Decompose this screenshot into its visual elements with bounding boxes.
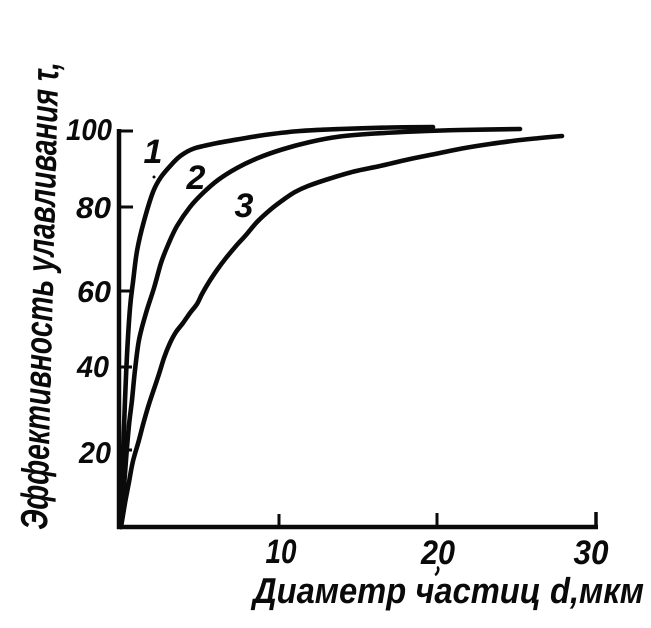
svg-text:1: 1	[144, 133, 163, 171]
svg-text:3: 3	[235, 187, 254, 225]
svg-text:20: 20	[78, 437, 111, 470]
svg-text:Диаметр частиц d,мкм: Диаметр частиц d,мкм	[250, 570, 644, 611]
svg-text:100: 100	[66, 114, 112, 147]
svg-text:2: 2	[186, 159, 206, 197]
svg-text:40: 40	[76, 351, 109, 384]
svg-text:10: 10	[266, 533, 297, 571]
svg-text:80: 80	[76, 192, 111, 225]
svg-text:Эффективность улавливания τ,: Эффективность улавливания τ,	[14, 61, 67, 530]
svg-text:20: 20	[420, 534, 455, 572]
svg-text:30: 30	[574, 534, 609, 572]
svg-text:60: 60	[77, 276, 111, 309]
